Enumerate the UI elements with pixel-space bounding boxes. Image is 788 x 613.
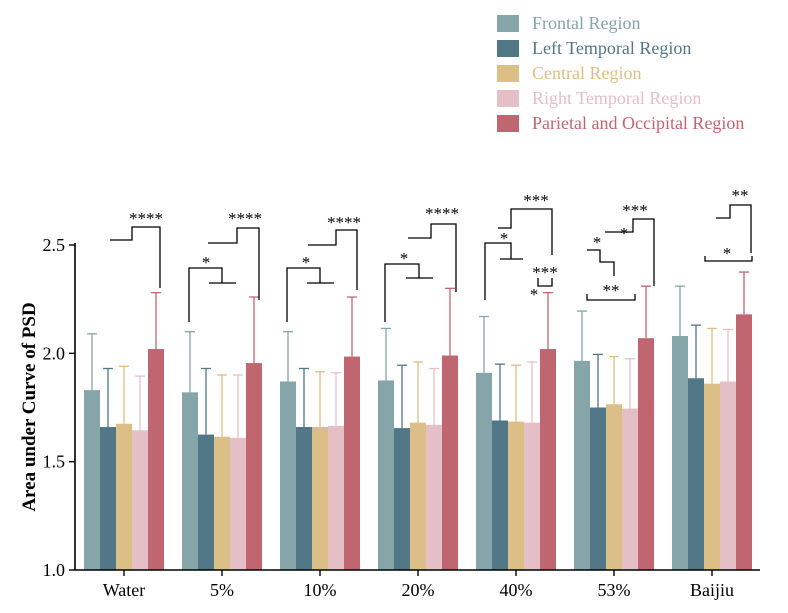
significance-bracket (110, 226, 161, 288)
y-tick-label: 2.0 (43, 343, 66, 363)
bar (182, 392, 198, 570)
legend-label: Right Temporal Region (532, 88, 701, 108)
significance-bracket (716, 204, 752, 253)
bar (574, 360, 590, 570)
bar (492, 420, 508, 570)
significance-label: ** (603, 281, 620, 300)
bar (296, 427, 312, 570)
significance-label: * (593, 233, 602, 252)
significance-bracket (408, 223, 457, 292)
bars (84, 314, 752, 570)
legend-swatch (497, 15, 519, 32)
bar (590, 407, 606, 570)
significance-annotations: ************************************* (110, 186, 753, 322)
legend-label: Frontal Region (532, 13, 641, 33)
legend-swatch (497, 115, 519, 132)
significance-label: *** (622, 201, 648, 220)
bar (230, 437, 246, 570)
bar (442, 355, 458, 570)
x-tick-label: Baijiu (690, 580, 734, 600)
bar (198, 434, 214, 570)
bar (394, 428, 410, 570)
significance-bracket (586, 294, 636, 301)
bar (704, 383, 720, 570)
significance-bracket (384, 263, 433, 322)
bar (688, 378, 704, 570)
significance-label: * (530, 285, 539, 304)
significance-label: ** (732, 186, 749, 205)
significance-label: **** (327, 213, 361, 232)
bar (638, 338, 654, 570)
y-tick-label: 2.5 (43, 235, 66, 255)
significance-bracket (286, 267, 334, 322)
significance-bracket (605, 218, 655, 286)
legend-label: Central Region (532, 63, 641, 83)
y-tick-label: 1.5 (43, 452, 66, 472)
bar (148, 349, 164, 570)
significance-label: * (500, 229, 509, 248)
x-tick-label: 10% (304, 580, 337, 600)
significance-label: **** (425, 204, 459, 223)
bar (508, 421, 524, 570)
bar (378, 380, 394, 570)
bar (100, 427, 116, 570)
x-tick-label: Water (103, 580, 146, 600)
bar (116, 423, 132, 570)
bar (606, 404, 622, 570)
bar (672, 336, 688, 570)
significance-label: * (202, 253, 211, 272)
significance-label: * (723, 244, 732, 263)
significance-label: * (620, 224, 629, 243)
bar (720, 381, 736, 570)
y-axis-label: Area under Curve of PSD (19, 302, 40, 511)
x-axis: Water 5% 10% 20% 40% 53% Baijiu (75, 569, 760, 600)
bar (328, 425, 344, 570)
bar (246, 363, 262, 570)
legend-swatch (497, 65, 519, 82)
y-axis: 1.0 1.5 2.0 2.5 (43, 235, 76, 580)
bar (132, 430, 148, 570)
x-tick-label: 53% (598, 580, 631, 600)
bar (84, 390, 100, 570)
significance-bracket (537, 278, 553, 287)
y-tick-label: 1.0 (43, 560, 66, 580)
significance-label: **** (228, 209, 262, 228)
error-bars (87, 271, 749, 438)
x-tick-label: 5% (210, 580, 234, 600)
bar (426, 424, 442, 570)
significance-bracket (208, 227, 260, 300)
significance-label: * (400, 249, 409, 268)
legend-swatch (497, 40, 519, 57)
bar (622, 408, 638, 570)
significance-bracket (308, 229, 358, 290)
bar (214, 436, 230, 570)
significance-label: *** (532, 263, 558, 282)
bar (312, 427, 328, 570)
significance-bracket (484, 242, 523, 300)
significance-bracket (704, 256, 753, 262)
bar (524, 422, 540, 570)
significance-label: **** (129, 209, 163, 228)
significance-label: * (302, 253, 311, 272)
x-tick-label: 20% (402, 580, 435, 600)
significance-bracket (498, 208, 553, 255)
significance-bracket (587, 249, 615, 276)
legend-swatch (497, 90, 519, 107)
x-tick-label: 40% (500, 580, 533, 600)
bar (476, 372, 492, 570)
bar (540, 349, 556, 570)
bar (410, 422, 426, 570)
legend: Frontal Region Left Temporal Region Centra… (497, 13, 744, 133)
significance-bracket (188, 267, 236, 322)
bar (280, 381, 296, 570)
legend-label: Left Temporal Region (532, 38, 691, 58)
significance-label: *** (523, 191, 549, 210)
bar (344, 356, 360, 570)
bar (736, 314, 752, 570)
legend-label: Parietal and Occipital Region (532, 113, 744, 133)
